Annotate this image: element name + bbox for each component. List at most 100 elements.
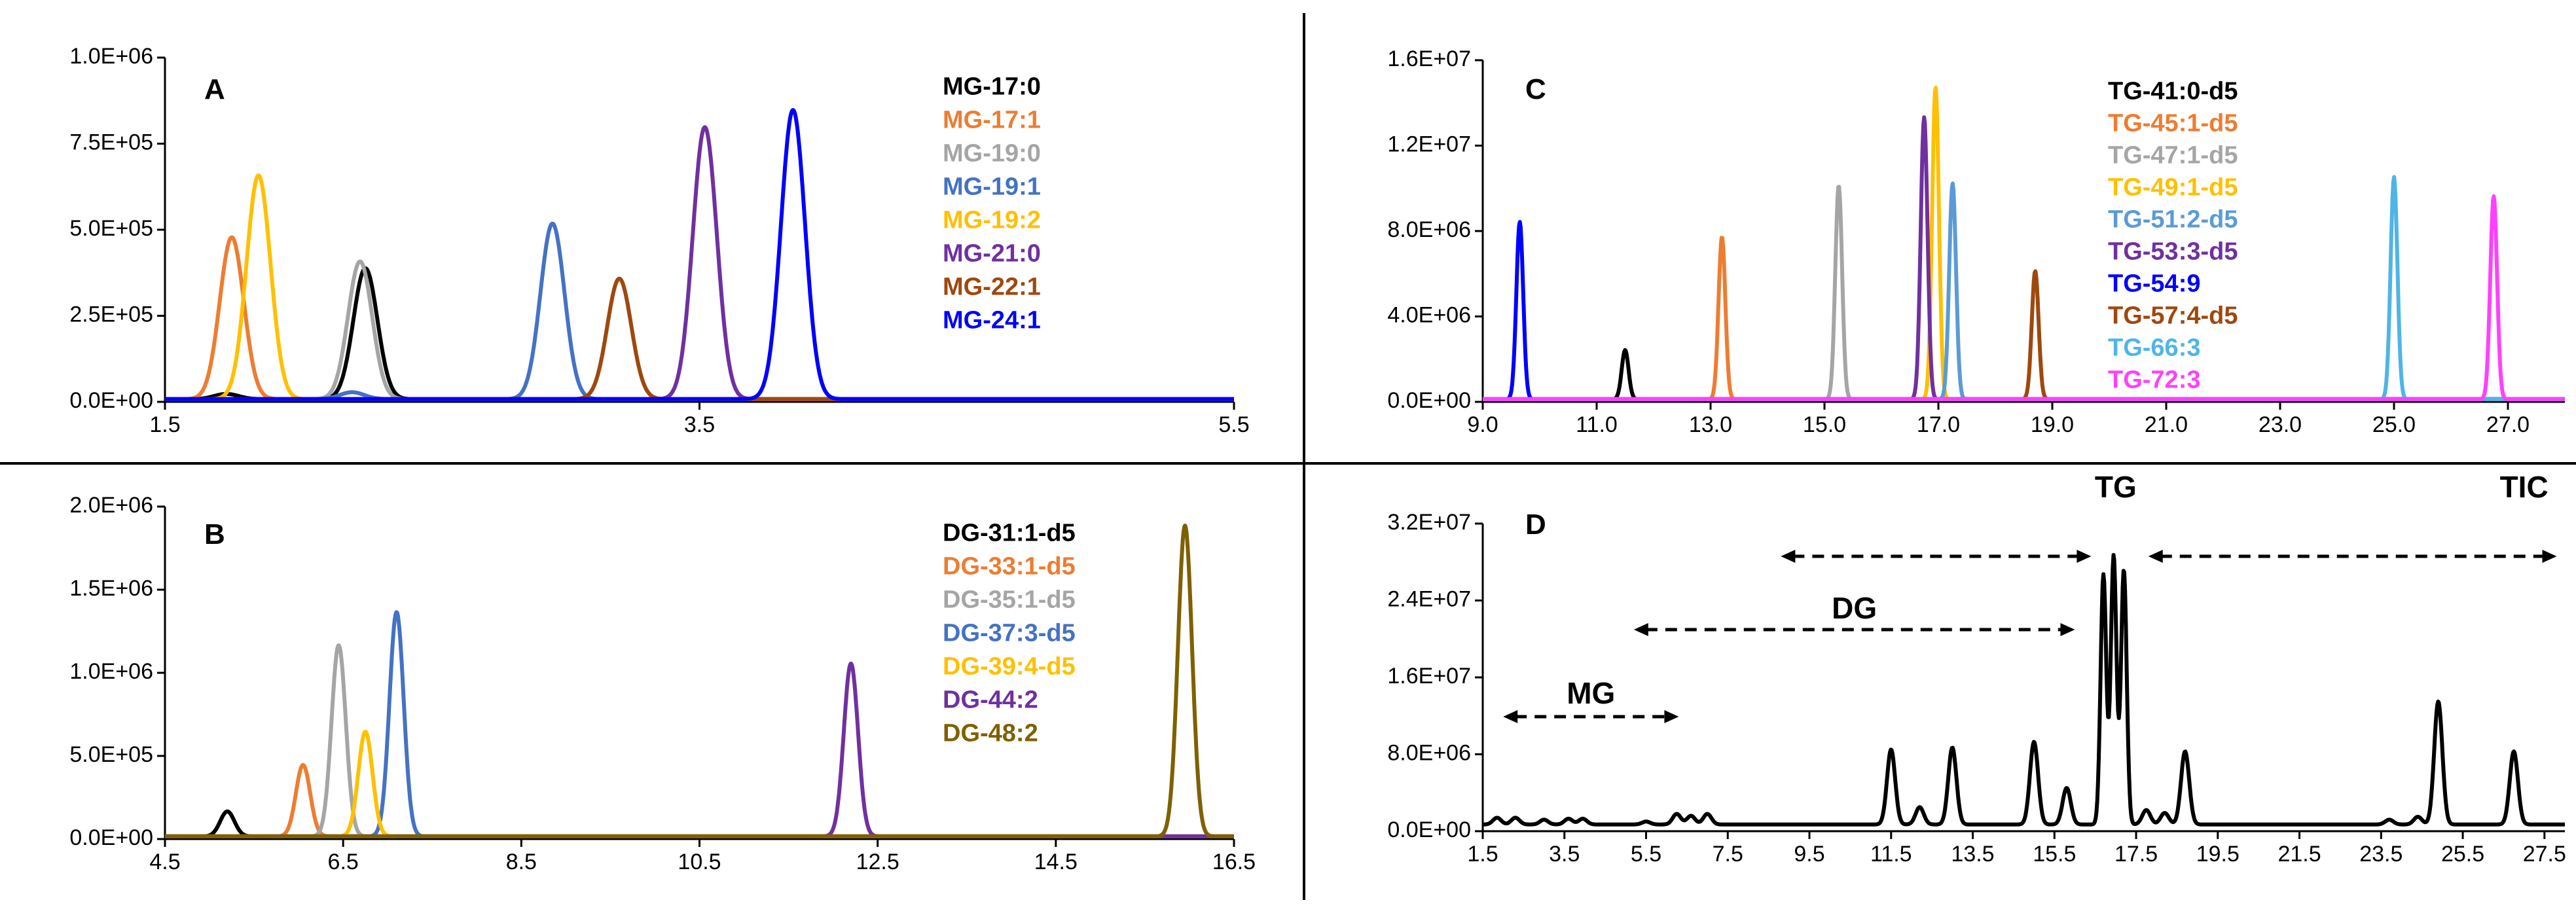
series-line-tg-72-3 — [1481, 194, 2566, 401]
legend-entry: MG-22:1 — [943, 273, 1041, 300]
mg-range-arrow-head-right — [1664, 710, 1679, 723]
x-tick-label: 17.0 — [1917, 412, 1960, 437]
x-tick-label: 23.0 — [2259, 412, 2302, 437]
legend-entry: DG-44:2 — [943, 686, 1038, 713]
x-tick-label: 21.5 — [2277, 842, 2321, 867]
series-line-mg-19-1 — [164, 221, 1235, 401]
series-line-mg-19-0 — [164, 259, 1235, 401]
legend-entry: TG-47:1-d5 — [2108, 141, 2238, 169]
x-tick-label: 27.0 — [2486, 412, 2530, 437]
y-tick-label: 1.6E+07 — [1387, 664, 1471, 689]
legend-entry: DG-31:1-d5 — [943, 519, 1076, 546]
x-tick-label: 12.5 — [856, 850, 899, 874]
series-line-mg-21-0 — [164, 125, 1235, 401]
panel-c: C 0.0E+00 4.0E+06 8.0E+06 1.2E+07 1.6E+07 9.0 1… — [1387, 46, 2566, 437]
y-tick-label: 2.4E+07 — [1387, 586, 1471, 611]
dg-range-arrow-head-right — [2060, 623, 2075, 636]
panel-d: D 0.0E+00 8.0E+06 1.6E+07 2.4E+07 3.2E+07 1.5 3… — [1387, 470, 2566, 867]
legend-entry: TG-51:2-d5 — [2108, 206, 2238, 233]
series-line-tg-66-3 — [1481, 175, 2566, 401]
legend-entry: MG-19:1 — [943, 173, 1041, 200]
x-tick-label: 8.5 — [506, 850, 537, 874]
tg-range-arrow-left-head-right — [2077, 550, 2092, 563]
x-tick-label: 3.5 — [684, 412, 715, 437]
panel-label: D — [1525, 509, 1546, 541]
y-tick-label: 5.0E+05 — [69, 742, 153, 767]
legend-entry: TG-45:1-d5 — [2108, 109, 2238, 137]
legend-entry: DG-48:2 — [943, 719, 1038, 747]
legend-entry: DG-37:3-d5 — [943, 619, 1076, 647]
y-tick-label: 8.0E+06 — [1387, 217, 1471, 242]
x-tick-label: 10.5 — [678, 850, 721, 874]
x-tick-label: 6.5 — [328, 850, 359, 874]
legend-entry: DG-35:1-d5 — [943, 586, 1076, 613]
x-tick-label: 21.0 — [2145, 412, 2188, 437]
series-line-mg-22-1 — [164, 276, 1235, 401]
legend-entry: TG-66:3 — [2108, 334, 2200, 361]
dg-range-arrow-head-left — [1633, 623, 1648, 636]
x-tick-label: 3.5 — [1549, 842, 1580, 867]
x-tick-label: 23.5 — [2359, 842, 2403, 867]
x-tick-label: 17.5 — [2114, 842, 2158, 867]
legend-entry: TG-57:4-d5 — [2108, 302, 2238, 329]
legend-entry: TG-72:3 — [2108, 366, 2200, 393]
series-line-tg-53-3-d5 — [1481, 115, 2566, 401]
series-line-tg-49-1-d5 — [1481, 86, 2566, 401]
y-tick-label: 0.0E+00 — [1387, 817, 1471, 842]
series-line-mg-17-0 — [164, 266, 1235, 401]
x-tick-label: 11.5 — [1870, 842, 1912, 867]
x-tick-label: 5.5 — [1218, 412, 1249, 437]
series-line-mg-19-2 — [164, 173, 1235, 401]
legend-entry: MG-19:0 — [943, 139, 1041, 167]
tg-range-arrow-left-head-left — [1781, 550, 1796, 563]
legend-entry: MG-21:0 — [943, 240, 1041, 267]
x-tick-label: 19.5 — [2196, 842, 2240, 867]
annotation-mg: MG — [1567, 676, 1615, 710]
y-tick-label: 8.0E+06 — [1387, 740, 1471, 765]
y-tick-label: 1.2E+07 — [1387, 132, 1471, 156]
series-line-mg-17-1 — [164, 235, 1235, 401]
legend-entry: TG-54:9 — [2108, 270, 2200, 297]
x-tick-label: 13.5 — [1951, 842, 1994, 867]
annotation-tg: TG — [2095, 470, 2137, 504]
panel-label: A — [204, 73, 225, 105]
y-tick-label: 1.0E+06 — [69, 659, 153, 684]
legend-entry: TG-49:1-d5 — [2108, 173, 2238, 201]
series-line-dg-48-2 — [164, 524, 1235, 838]
x-tick-label: 25.0 — [2372, 412, 2416, 437]
legend-entry: DG-39:4-d5 — [943, 653, 1076, 680]
x-tick-label: 1.5 — [149, 412, 180, 437]
y-tick-label: 1.5E+06 — [69, 576, 153, 601]
tg-range-arrow-right-head-left — [2148, 550, 2163, 563]
legend-entry: TG-53:3-d5 — [2108, 238, 2238, 265]
x-tick-label: 13.0 — [1689, 412, 1732, 437]
x-tick-label: 4.5 — [149, 850, 180, 874]
tg-range-arrow-right-head-right — [2542, 550, 2557, 563]
x-tick-label: 27.5 — [2523, 842, 2566, 867]
legend-entry: MG-19:2 — [943, 206, 1041, 234]
y-tick-label: 0.0E+00 — [69, 825, 153, 850]
panel-a: A 0.0E+00 2.5E+05 5.0E+05 7.5E+05 1.0E+06 1.5 3… — [69, 44, 1249, 437]
x-tick-label: 9.5 — [1794, 842, 1824, 867]
x-tick-label: 14.5 — [1034, 850, 1078, 874]
y-tick-label: 3.2E+07 — [1387, 510, 1471, 535]
y-tick-label: 0.0E+00 — [69, 388, 153, 413]
legend-entry: MG-17:1 — [943, 106, 1041, 134]
x-tick-label: 19.0 — [2031, 412, 2074, 437]
y-tick-label: 1.6E+07 — [1387, 46, 1471, 71]
legend-entry: MG-17:0 — [943, 73, 1041, 100]
x-tick-label: 7.5 — [1713, 842, 1743, 867]
x-tick-label: 1.5 — [1467, 842, 1498, 867]
y-tick-label: 5.0E+05 — [69, 216, 153, 241]
x-tick-label: 15.0 — [1803, 412, 1846, 437]
x-tick-label: 11.0 — [1576, 412, 1618, 437]
y-tick-label: 1.0E+06 — [69, 44, 153, 69]
x-tick-label: 9.0 — [1467, 412, 1498, 437]
mg-range-arrow-head-left — [1503, 710, 1518, 723]
series-line-mg-24-1 — [164, 108, 1235, 401]
panel-label: B — [204, 518, 225, 550]
y-tick-label: 2.0E+06 — [69, 493, 153, 518]
y-tick-label: 7.5E+05 — [69, 130, 153, 154]
